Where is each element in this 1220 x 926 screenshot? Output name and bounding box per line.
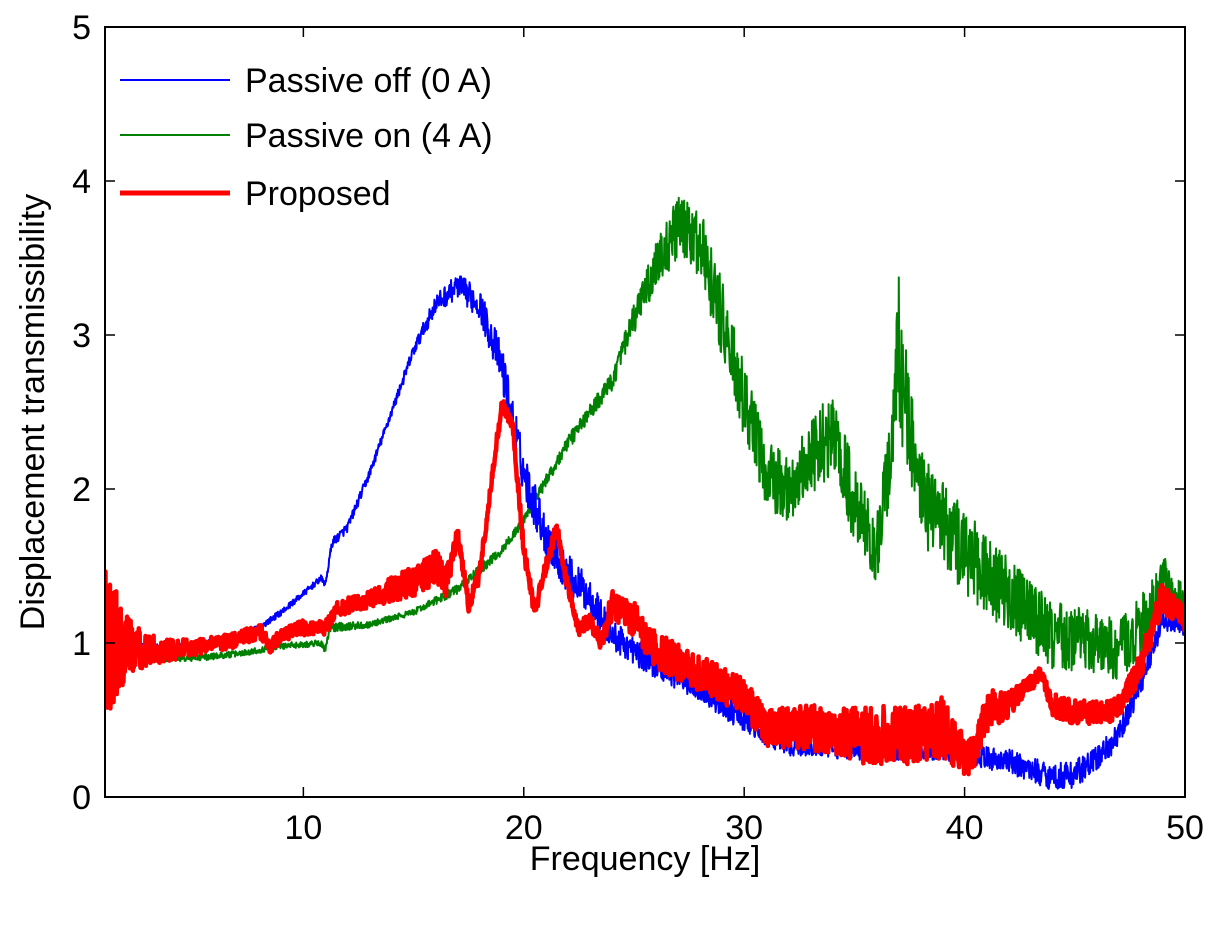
plot-frame	[104, 26, 1186, 798]
x-tick-label: 40	[946, 809, 984, 847]
ticks-layer	[105, 27, 1185, 797]
series-proposed	[106, 399, 1184, 777]
series-passive-on	[106, 196, 1184, 680]
x-tick-label: 20	[505, 809, 543, 847]
y-tick-label: 5	[72, 9, 91, 47]
series-layer	[106, 196, 1184, 790]
y-axis-label: Displacement transmissibility	[14, 194, 52, 630]
legend-label-proposed: Proposed	[245, 175, 391, 213]
x-axis-label: Frequency [Hz]	[530, 840, 761, 878]
tick-labels: 10 20 30 40 50 0 1 2 3 4 5	[72, 9, 1204, 847]
legend: Passive off (0 A) Passive on (4 A) Propo…	[120, 62, 493, 213]
legend-label-passive-off: Passive off (0 A)	[245, 62, 492, 100]
x-tick-label: 50	[1166, 809, 1204, 847]
y-tick-label: 2	[72, 471, 91, 509]
y-tick-label: 4	[72, 163, 91, 201]
x-tick-label: 10	[284, 809, 322, 847]
legend-label-passive-on: Passive on (4 A)	[245, 117, 493, 155]
y-tick-label: 0	[72, 779, 91, 817]
y-tick-label: 3	[72, 317, 91, 355]
x-tick-label: 30	[725, 809, 763, 847]
y-tick-label: 1	[72, 625, 91, 663]
